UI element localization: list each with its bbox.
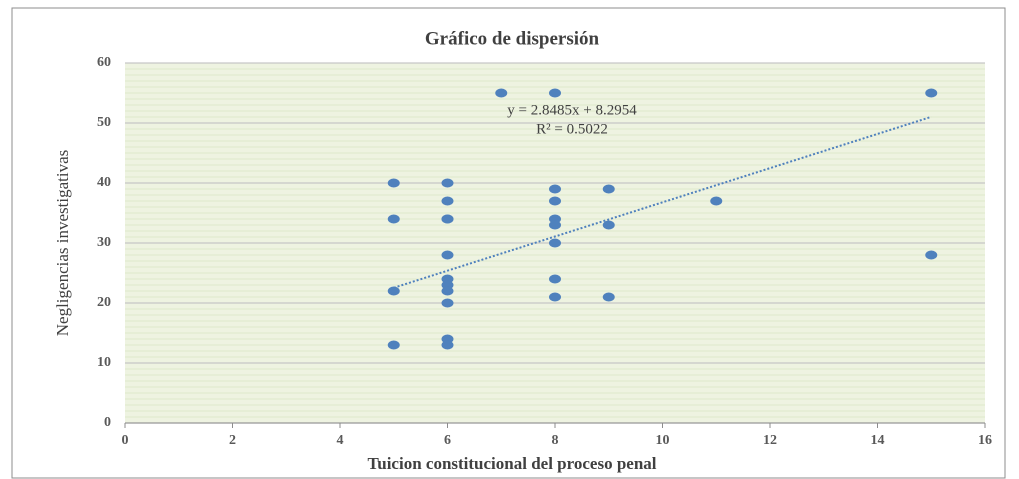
x-axis-label: Tuicion constitucional del proceso penal	[367, 454, 656, 473]
y-tick-label: 50	[97, 115, 111, 130]
point	[441, 286, 454, 296]
y-tick-label: 20	[97, 295, 111, 310]
x-tick-label: 6	[444, 433, 451, 448]
point	[549, 184, 561, 194]
point	[387, 340, 400, 350]
point	[441, 214, 454, 224]
point	[549, 88, 561, 98]
trendline-equation: y = 2.8485x + 8.2954	[507, 102, 637, 118]
y-tick-label: 60	[97, 55, 111, 70]
point	[441, 340, 454, 350]
x-tick-label: 8	[552, 433, 559, 448]
point	[602, 184, 615, 194]
chart-title: Gráfico de dispersión	[425, 28, 600, 49]
point	[441, 178, 454, 188]
point	[495, 88, 508, 98]
point	[549, 292, 561, 302]
point	[549, 220, 561, 230]
point	[549, 274, 561, 284]
trendline-r2: R² = 0.5022	[536, 121, 608, 137]
point	[441, 250, 454, 260]
x-tick-label: 16	[978, 433, 992, 448]
point	[387, 286, 400, 296]
x-tick-label: 12	[763, 433, 777, 448]
point	[441, 196, 454, 206]
y-tick-label: 30	[97, 235, 111, 250]
point	[387, 214, 400, 224]
point	[925, 88, 938, 98]
x-tick-label: 2	[229, 433, 236, 448]
y-tick-label: 40	[97, 175, 111, 190]
y-tick-label: 0	[104, 415, 111, 430]
point	[710, 196, 723, 206]
y-tick-label: 10	[97, 355, 111, 370]
y-axis-label: Negligencias investigativas	[53, 150, 72, 336]
x-tick-label: 10	[656, 433, 670, 448]
x-tick-label: 0	[122, 433, 129, 448]
point	[549, 196, 561, 206]
x-tick-label: 14	[871, 433, 885, 448]
point	[925, 250, 938, 260]
point	[549, 238, 561, 248]
x-tick-label: 4	[337, 433, 344, 448]
point	[441, 298, 454, 308]
point	[387, 178, 400, 188]
point	[602, 220, 615, 230]
point	[602, 292, 615, 302]
